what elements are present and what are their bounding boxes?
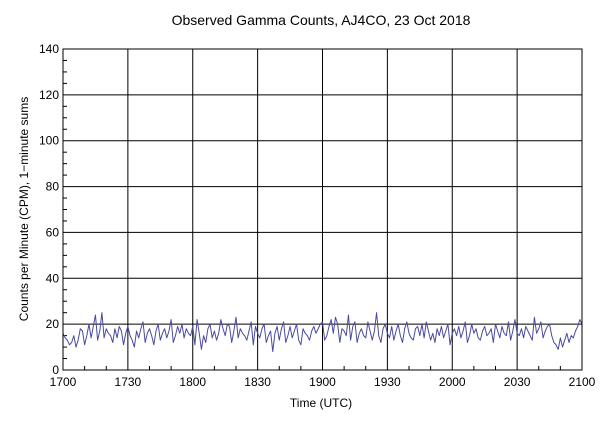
x-tick-label: 1900 [309,375,336,389]
y-tick-label: 120 [39,88,59,102]
chart-title: Observed Gamma Counts, AJ4CO, 23 Oct 201… [172,12,471,28]
plot-frame [62,48,583,371]
x-tick-label: 2030 [504,375,531,389]
y-tick-label: 40 [46,271,60,285]
y-tick-label: 80 [46,180,60,194]
x-tick-label: 1700 [50,375,77,389]
x-tick-label: 1800 [179,375,206,389]
y-tick-label: 140 [39,42,59,56]
grid-lines [63,49,582,370]
y-tick-label: 100 [39,134,59,148]
y-tick-label: 20 [46,317,60,331]
x-axis-label: Time (UTC) [290,396,352,410]
x-tick-label: 1930 [374,375,401,389]
y-axis-ticks: 0 20 40 60 80 100 120 140 [39,42,59,377]
x-tick-label: 1730 [115,375,142,389]
x-axis-ticks: 1700 1730 1800 1830 1900 1930 2000 2030 2100 [50,375,596,389]
x-tick-label: 1830 [244,375,271,389]
x-tick-label: 2100 [569,375,596,389]
y-tick-label: 0 [52,363,59,377]
minor-ticks [63,59,561,370]
y-tick-label: 60 [46,225,60,239]
y-axis-label: Counts per Minute (CPM), 1−minute sums [17,97,31,321]
x-tick-label: 2000 [439,375,466,389]
